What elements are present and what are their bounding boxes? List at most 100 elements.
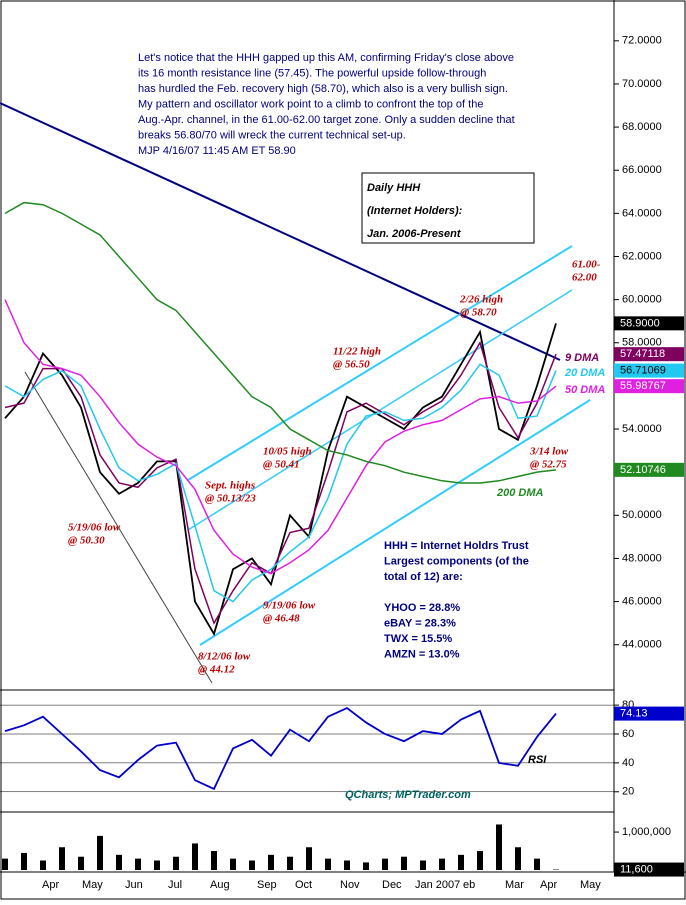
- volume-bar: [97, 836, 103, 870]
- commentary-line: MJP 4/16/07 11:45 AM ET 58.90: [138, 145, 296, 157]
- value-box-label: 52.10746: [620, 464, 666, 476]
- volume-bar: [116, 855, 122, 870]
- series-label: 20 DMA: [564, 367, 605, 379]
- annotation: 3/14 low: [529, 446, 569, 458]
- volume-bar: [59, 847, 65, 870]
- x-tick-label: Nov: [340, 879, 360, 891]
- y-tick-label: 66.0000: [622, 164, 662, 176]
- commentary-line: breaks 56.80/70 will wreck the current t…: [138, 129, 406, 141]
- y-tick-label: 54.0000: [622, 423, 662, 435]
- chart-title: (Internet Holders):: [367, 205, 463, 217]
- series-label: 50 DMA: [565, 384, 605, 396]
- y-tick-label: 46.0000: [622, 595, 662, 607]
- volume-bar: [534, 859, 540, 870]
- annotation: @ 44.12: [198, 664, 235, 676]
- x-tick-label: Jan 2007: [415, 879, 460, 891]
- y-tick-label: 50.0000: [622, 509, 662, 521]
- annotation: 61.00-: [572, 259, 601, 271]
- value-box-label: 74.13: [620, 707, 648, 719]
- value-box-label: 56.71069: [620, 364, 666, 376]
- volume-bar: [21, 853, 27, 870]
- commentary-line: its 16 month resistance line (57.45). Th…: [138, 67, 486, 79]
- info-line: eBAY = 28.3%: [384, 617, 456, 629]
- volume-bar: [363, 862, 369, 870]
- volume-bar: [173, 857, 179, 870]
- annotation: 8/12/06 low: [198, 651, 251, 663]
- volume-bar: [401, 857, 407, 870]
- annotation: 2/26 high: [459, 294, 503, 306]
- y-tick-label: 48.0000: [622, 552, 662, 564]
- x-tick-label: Aug: [210, 879, 230, 891]
- volume-bar: [325, 859, 331, 870]
- x-tick-label: May: [580, 879, 601, 891]
- y-tick-label: 58.0000: [622, 337, 662, 349]
- info-line: TWX = 15.5%: [384, 633, 452, 645]
- commentary-line: My pattern and oscillator work point to …: [138, 98, 483, 110]
- volume-bar: [78, 857, 84, 870]
- volume-bar: [515, 847, 521, 870]
- volume-bar: [230, 859, 236, 870]
- y-tick-label: 44.0000: [622, 639, 662, 651]
- annotation: 11/22 high: [333, 346, 381, 358]
- annotation: @ 50.13/23: [205, 493, 256, 505]
- series-label: 200 DMA: [496, 487, 544, 499]
- volume-bar: [439, 859, 445, 870]
- volume-bar: [420, 861, 426, 870]
- x-tick-label: Apr: [540, 879, 557, 891]
- volume-bar: [135, 859, 141, 870]
- annotation: @ 52.75: [530, 459, 567, 471]
- volume-bar: [268, 855, 274, 870]
- credit: QCharts; MPTrader.com: [345, 789, 471, 801]
- x-tick-label: Apr: [42, 879, 59, 891]
- y-tick-label: 70.0000: [622, 78, 662, 90]
- y-tick-label: 1,000,000: [622, 826, 671, 838]
- annotation: 62.00: [572, 272, 597, 284]
- volume-bar: [211, 851, 217, 870]
- volume-bar: [192, 843, 198, 870]
- annotation: @ 58.70: [460, 307, 497, 319]
- commentary-line: has hurdled the Feb. recovery high (58.7…: [138, 83, 508, 95]
- y-tick-label: 60.0000: [622, 294, 662, 306]
- annotation: @ 50.41: [263, 459, 300, 471]
- value-box-label: 57.47118: [620, 348, 665, 360]
- info-line: YHOO = 28.8%: [384, 602, 460, 614]
- y-tick-label: 62.0000: [622, 250, 662, 262]
- annotation: @ 46.48: [263, 613, 300, 625]
- volume-bar: [382, 859, 388, 870]
- value-box-label: 58.9000: [620, 317, 660, 329]
- y-tick-label: 40: [622, 757, 634, 769]
- x-tick-label: Dec: [382, 879, 402, 891]
- x-tick-label: eb: [463, 879, 475, 891]
- volume-bar: [458, 855, 464, 870]
- volume-bar: [344, 861, 350, 870]
- volume-bar: [477, 851, 483, 870]
- y-tick-label: 72.0000: [622, 35, 662, 47]
- volume-bar: [287, 857, 293, 870]
- annotation: 9/19/06 low: [263, 600, 316, 612]
- info-line: AMZN = 13.0%: [384, 648, 460, 660]
- chart-title: Jan. 2006-Present: [367, 228, 462, 240]
- info-line: total of 12) are:: [384, 571, 463, 583]
- annotation: @ 50.30: [68, 535, 105, 547]
- series-label: 9 DMA: [565, 352, 599, 364]
- y-tick-label: 64.0000: [622, 207, 662, 219]
- volume-bar: [496, 824, 502, 870]
- annotation: @ 56.50: [333, 359, 370, 371]
- info-line: HHH = Internet Holdrs Trust: [384, 540, 529, 552]
- y-tick-label: 68.0000: [622, 121, 662, 133]
- volume-bar: [2, 859, 8, 870]
- chart-title: Daily HHH: [367, 182, 421, 194]
- x-tick-label: Jul: [168, 879, 182, 891]
- x-tick-label: Oct: [295, 879, 312, 891]
- volume-bar: [306, 847, 312, 870]
- rsi-label: RSI: [528, 754, 547, 766]
- x-tick-label: May: [82, 879, 103, 891]
- annotation: 5/19/06 low: [68, 522, 121, 534]
- commentary-line: Let's notice that the HHH gapped up this…: [138, 52, 514, 64]
- x-tick-label: Sep: [257, 879, 277, 891]
- value-box-label: 11,600: [620, 863, 653, 875]
- annotation: Sept. highs: [205, 480, 255, 492]
- commentary-line: Aug.-Apr. channel, in the 61.00-62.00 ta…: [138, 114, 515, 126]
- volume-bar: [154, 861, 160, 870]
